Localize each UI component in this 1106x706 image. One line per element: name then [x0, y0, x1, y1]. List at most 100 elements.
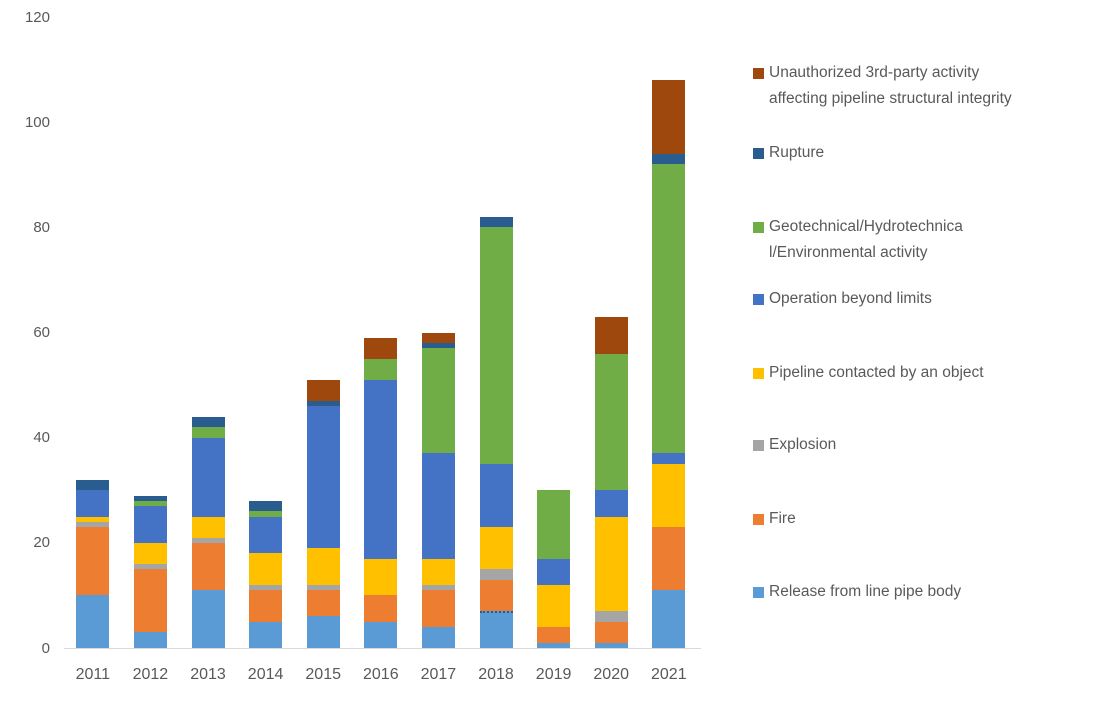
- bar-segment: [480, 580, 513, 611]
- x-tick-label: 2019: [535, 666, 572, 683]
- legend-label: Unauthorized 3rd-party activity affectin…: [769, 64, 1012, 107]
- bar-segment: [422, 453, 455, 559]
- bar-segment: [192, 417, 225, 427]
- bar-segment: [595, 622, 628, 643]
- bar-segment: [422, 333, 455, 343]
- bar-segment: [249, 511, 282, 517]
- y-tick-label: 120: [24, 8, 50, 26]
- bar-segment: [307, 590, 340, 616]
- bar-segment: [192, 427, 225, 438]
- y-tick-label: 0: [41, 639, 50, 657]
- bar-segment: [307, 616, 340, 648]
- bar-segment: [595, 490, 628, 517]
- bar-segment: [76, 527, 109, 595]
- bar-segment: [76, 522, 109, 527]
- bar-segment: [595, 643, 628, 648]
- bar-segment: [76, 595, 109, 648]
- bar-segment: [652, 590, 685, 648]
- bar-segment: [134, 543, 167, 564]
- bar-segment: [480, 217, 513, 227]
- bar-segment: [307, 548, 340, 585]
- bar-segment: [76, 490, 109, 517]
- bar-segment: [537, 643, 570, 648]
- bar-segment: [537, 627, 570, 643]
- x-axis-baseline: [64, 648, 701, 649]
- bar-segment: [192, 438, 225, 517]
- legend-label: Rupture: [769, 144, 825, 161]
- bar-segment: [537, 585, 570, 627]
- bar-segment: [192, 517, 225, 538]
- bar-segment: [307, 406, 340, 548]
- bar-segment: [249, 585, 282, 590]
- x-tick-label: 2020: [593, 666, 629, 683]
- legend-swatch-icon: [753, 68, 764, 79]
- x-tick-label: 2016: [363, 666, 399, 683]
- bar-segment: [480, 227, 513, 464]
- bar-segment: [134, 506, 167, 543]
- bar-segment: [595, 517, 628, 611]
- bar-segment: [249, 622, 282, 648]
- bar-segment: [652, 164, 685, 453]
- bar-segment: [652, 154, 685, 164]
- bar-segment: [480, 569, 513, 580]
- bar-segment: [652, 464, 685, 527]
- y-tick-label: 80: [33, 218, 50, 236]
- x-tick-label: 2021: [651, 666, 687, 683]
- legend-label: Geotechnical/Hydrotechnica l/Environment…: [769, 218, 963, 261]
- bar-segment: [134, 564, 167, 569]
- bar-segment: [307, 380, 340, 401]
- chart-legend: Unauthorized 3rd-party activity affectin…: [751, 0, 1101, 706]
- bar-segment: [364, 595, 397, 622]
- bar-segment: [652, 527, 685, 590]
- bar-segment: [595, 354, 628, 490]
- bar-segment: [652, 80, 685, 154]
- bar-segment: [537, 490, 570, 559]
- bar-segment: [537, 559, 570, 585]
- x-tick-label: 2015: [305, 666, 341, 683]
- bar-segment: [422, 559, 455, 585]
- bar-segment: [192, 538, 225, 543]
- bar-segment: [134, 496, 167, 501]
- bar-segment: [422, 585, 455, 590]
- legend-label: Pipeline contacted by an object: [769, 364, 984, 381]
- bar-segment: [134, 501, 167, 506]
- bar-segment: [480, 611, 513, 648]
- legend-swatch-icon: [753, 294, 764, 305]
- legend-swatch-icon: [753, 587, 764, 598]
- x-tick-label: 2017: [420, 666, 457, 683]
- bar-segment: [422, 348, 455, 453]
- bar-segment: [134, 569, 167, 632]
- bar-segment: [364, 622, 397, 648]
- bar-segment: [192, 590, 225, 648]
- legend-swatch-icon: [753, 514, 764, 525]
- legend-swatch-icon: [753, 222, 764, 233]
- bar-segment: [76, 517, 109, 522]
- bar-segment: [249, 590, 282, 622]
- legend-swatch-icon: [753, 148, 764, 159]
- x-tick-label: 2011: [75, 666, 110, 683]
- bar-segment: [480, 527, 513, 569]
- bar-segment: [422, 590, 455, 627]
- legend-swatch-icon: [753, 440, 764, 451]
- bar-segment: [249, 553, 282, 585]
- y-tick-label: 20: [33, 534, 50, 552]
- bar-segment: [364, 380, 397, 559]
- y-tick-label: 40: [33, 429, 50, 447]
- y-tick-label: 60: [33, 324, 50, 341]
- x-tick-label: 2014: [247, 666, 284, 683]
- x-tick-label: 2018: [478, 666, 514, 683]
- legend-label: Explosion: [769, 436, 837, 453]
- legend-swatch-icon: [753, 368, 764, 379]
- legend-label: Operation beyond limits: [769, 290, 932, 307]
- legend-label: Release from line pipe body: [769, 583, 962, 600]
- x-tick-label: 2012: [132, 666, 169, 683]
- bar-segment: [76, 480, 109, 490]
- bar-segment: [307, 585, 340, 590]
- bar-segment: [652, 453, 685, 464]
- bar-segment: [364, 359, 397, 380]
- bar-segment: [307, 401, 340, 406]
- bar-segment: [134, 632, 167, 648]
- legend-label: Fire: [769, 510, 796, 527]
- bar-segment: [480, 464, 513, 527]
